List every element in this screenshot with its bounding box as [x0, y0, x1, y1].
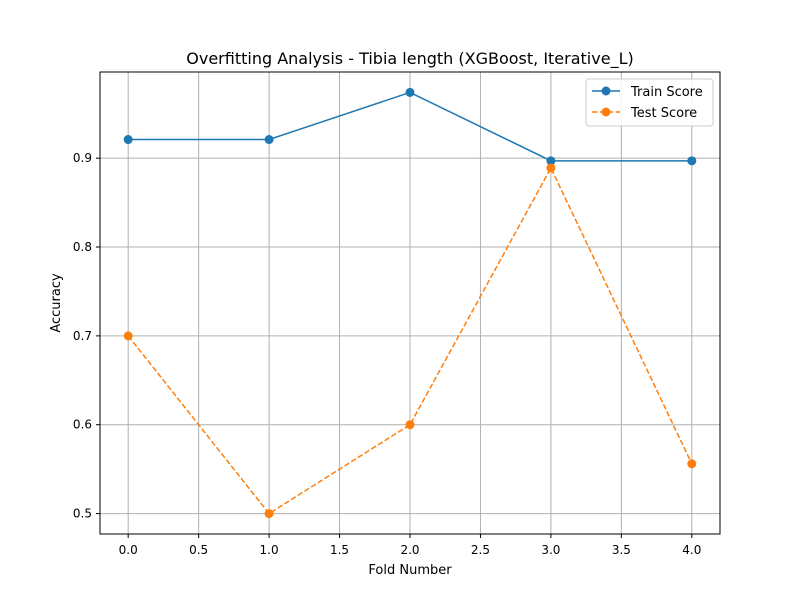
y-tick-label: 0.9: [73, 151, 92, 165]
x-tick-label: 1.5: [330, 543, 349, 557]
chart-title: Overfitting Analysis - Tibia length (XGB…: [186, 49, 633, 69]
axis-ticks: 0.0 0.5 1.0 1.5 2.0 2.5 3.0 3.5 4.0 0.5 0.6 0.7 0.8 0…: [73, 151, 701, 557]
series-line-test-score: [127, 166, 693, 515]
legend-label-test-score: Test Score: [630, 106, 697, 121]
series-layer: [123, 87, 697, 519]
data-point-test-score: [123, 331, 133, 341]
x-tick-label: 3.0: [541, 543, 560, 557]
data-point-train-score: [546, 156, 556, 166]
x-axis-label: Fold Number: [368, 563, 452, 578]
data-point-test-score: [687, 459, 697, 469]
y-tick-label: 0.6: [73, 418, 92, 432]
x-tick-label: 4.0: [682, 543, 701, 557]
data-point-train-score: [405, 87, 415, 97]
x-tick-label: 2.5: [471, 543, 490, 557]
y-tick-label: 0.5: [73, 507, 92, 521]
y-axis-label: Accuracy: [49, 273, 64, 333]
x-tick-label: 3.5: [612, 543, 631, 557]
x-tick-label: 1.0: [260, 543, 279, 557]
data-point-train-score: [264, 135, 274, 145]
chart-legend: Train Score Test Score: [585, 78, 714, 127]
legend-label-train-score: Train Score: [630, 85, 703, 100]
x-tick-label: 0.5: [189, 543, 208, 557]
legend-marker-train-score: [601, 86, 611, 96]
y-tick-label: 0.7: [73, 329, 92, 343]
data-point-test-score: [405, 420, 415, 430]
x-tick-label: 2.0: [400, 543, 419, 557]
x-tick-label: 0.0: [119, 543, 138, 557]
data-point-train-score: [687, 156, 697, 166]
y-tick-label: 0.8: [73, 240, 92, 254]
data-point-test-score: [264, 509, 274, 519]
legend-marker-test-score: [601, 107, 611, 117]
data-point-train-score: [123, 135, 133, 145]
data-point-test-score: [546, 163, 556, 173]
